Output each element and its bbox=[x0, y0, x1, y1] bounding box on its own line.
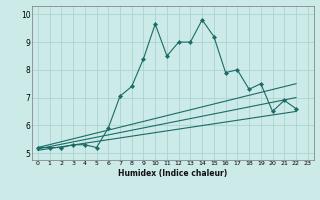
X-axis label: Humidex (Indice chaleur): Humidex (Indice chaleur) bbox=[118, 169, 228, 178]
